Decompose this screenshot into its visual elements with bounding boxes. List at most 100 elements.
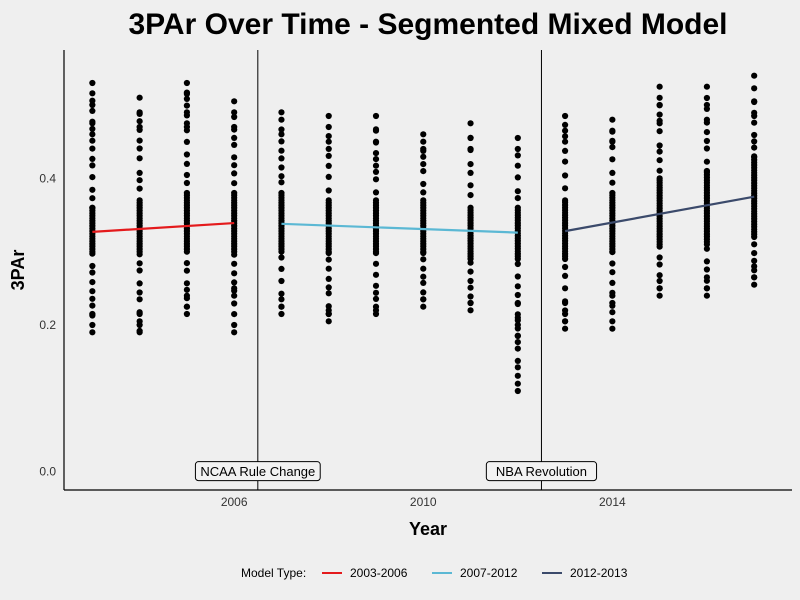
data-point [514, 357, 521, 364]
data-point [231, 141, 238, 148]
data-point [751, 119, 758, 126]
data-point [656, 285, 663, 292]
data-point [514, 332, 521, 340]
data-point [420, 273, 427, 280]
annotation-label: NCAA Rule Change [200, 464, 315, 479]
data-point [183, 303, 191, 310]
data-point [561, 272, 569, 279]
annotation-label: NBA Revolution [496, 464, 587, 479]
data-point [703, 101, 711, 109]
data-point [467, 145, 474, 153]
data-point [231, 109, 238, 116]
data-point [183, 310, 191, 318]
data-point [656, 94, 663, 101]
data-point [514, 380, 521, 387]
data-point [325, 112, 332, 120]
data-point [89, 288, 96, 295]
data-point [561, 158, 569, 165]
data-point [561, 318, 569, 325]
data-point [89, 107, 96, 114]
data-point [467, 134, 474, 142]
data-point [656, 261, 663, 268]
data-point [561, 138, 569, 145]
data-point [609, 116, 616, 123]
data-point [609, 325, 616, 332]
data-point [420, 138, 427, 145]
data-point [656, 101, 663, 109]
data-point [656, 148, 663, 155]
data-point [136, 318, 143, 325]
data-point [561, 172, 569, 179]
data-point [372, 150, 380, 157]
data-point [514, 134, 521, 142]
data-point [561, 127, 569, 134]
data-point [183, 286, 191, 293]
data-point [656, 292, 663, 299]
data-point [89, 250, 96, 257]
data-point [372, 295, 380, 302]
data-point [89, 79, 96, 87]
data-point [467, 204, 474, 211]
data-point [372, 189, 380, 196]
data-point [325, 173, 332, 180]
data-point [703, 274, 711, 281]
data-point [656, 83, 663, 90]
data-point [231, 321, 238, 329]
data-point [278, 310, 285, 318]
data-point [231, 113, 238, 121]
data-point [420, 145, 427, 153]
data-point [136, 118, 143, 125]
data-point [89, 279, 96, 286]
data-point [136, 296, 143, 303]
data-point [703, 158, 711, 165]
data-point [703, 285, 711, 292]
data-point [136, 197, 143, 204]
legend-title: Model Type: [241, 566, 306, 580]
data-point [609, 156, 616, 163]
data-point [656, 272, 663, 279]
data-point [136, 310, 143, 318]
data-point [514, 314, 521, 321]
data-point [467, 277, 474, 285]
data-point [751, 131, 758, 139]
data-point [89, 321, 96, 329]
x-axis-title: Year [409, 519, 447, 539]
data-point [325, 265, 332, 272]
data-point [231, 189, 238, 197]
data-point [183, 95, 191, 102]
data-point [703, 292, 711, 299]
y-tick-label: 0.0 [39, 465, 56, 479]
data-point [514, 273, 521, 280]
data-point [656, 157, 663, 164]
data-point [278, 126, 285, 133]
data-point [231, 134, 238, 141]
data-point [89, 262, 96, 270]
data-point [609, 292, 616, 299]
data-point [609, 269, 616, 276]
data-point [420, 279, 427, 286]
data-point [420, 168, 427, 175]
data-point [231, 270, 238, 277]
data-point [561, 121, 569, 128]
data-point [609, 309, 616, 316]
data-point [656, 111, 663, 118]
data-point [89, 310, 96, 318]
data-point [89, 162, 96, 169]
data-point [467, 259, 474, 266]
data-point [561, 133, 569, 140]
data-point [89, 97, 96, 104]
data-point [325, 256, 332, 263]
data-point [325, 145, 332, 152]
data-point [656, 277, 663, 285]
data-point [467, 307, 474, 314]
data-point [183, 260, 191, 267]
x-tick-label: 2006 [221, 495, 248, 509]
data-point [89, 90, 96, 97]
series-line-2003-2006 [92, 221, 235, 233]
data-point [561, 285, 569, 292]
data-point [420, 265, 427, 272]
data-point [514, 387, 521, 395]
data-point [514, 195, 521, 202]
data-point [609, 279, 616, 286]
data-point [278, 303, 285, 310]
